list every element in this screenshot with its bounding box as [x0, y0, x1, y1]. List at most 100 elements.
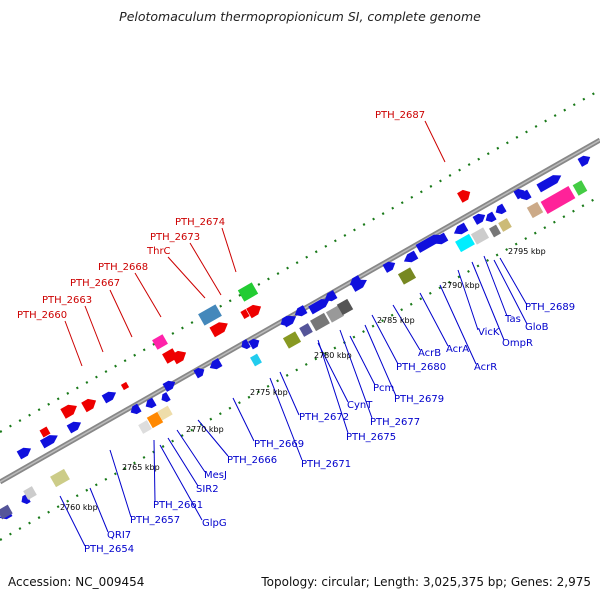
feature-lower-3[interactable]: [143, 397, 157, 411]
feature-box-gray3[interactable]: [325, 305, 345, 323]
feature-pink-box[interactable]: [152, 334, 168, 350]
feature-red-box-2[interactable]: [120, 381, 130, 391]
feature-upper-5[interactable]: [193, 366, 206, 379]
feature-lower-10[interactable]: [348, 275, 363, 289]
label-pth-2677[interactable]: PTH_2677: [370, 417, 420, 428]
label-pth-2674[interactable]: PTH_2674: [175, 217, 225, 228]
label-vick[interactable]: VicK: [478, 327, 500, 338]
label-qri7[interactable]: QRI7: [107, 530, 131, 541]
feature-box-orange[interactable]: [146, 411, 164, 429]
label-acrr[interactable]: AcrR: [474, 362, 497, 373]
label-pth-2672[interactable]: PTH_2672: [299, 412, 349, 423]
feature-upper-14[interactable]: [536, 172, 563, 193]
feature-upper-1[interactable]: [39, 432, 60, 449]
scale-tick-2770: 2770 kbp: [186, 425, 224, 434]
feature-lower-1[interactable]: [19, 494, 31, 506]
feature-red-box-1[interactable]: [39, 426, 51, 438]
feature-box-olive2[interactable]: [397, 267, 417, 285]
label-pth-2671[interactable]: PTH_2671: [301, 459, 351, 470]
feature-red-1[interactable]: [81, 396, 99, 413]
feature-lower-7[interactable]: [278, 315, 292, 329]
feature-box-cream[interactable]: [157, 405, 173, 421]
feature-box-gray4[interactable]: [336, 298, 354, 316]
feature-lower-6[interactable]: [239, 339, 251, 351]
label-pth-2667[interactable]: PTH_2667: [70, 278, 120, 289]
feature-lower-9[interactable]: [323, 290, 338, 304]
feature-red-0[interactable]: [60, 401, 79, 419]
label-acra[interactable]: AcrA: [446, 344, 469, 355]
label-pth-2654[interactable]: PTH_2654: [84, 544, 134, 555]
label-cynt[interactable]: CynT: [347, 400, 373, 411]
label-pth-2660[interactable]: PTH_2660: [17, 310, 67, 321]
feature-upper-6[interactable]: [248, 337, 261, 350]
feature-lower-4[interactable]: [159, 392, 171, 404]
scale-ticks: 2760 kbp 2765 kbp 2770 kbp 2775 kbp 2780…: [60, 247, 546, 512]
feature-lower-11[interactable]: [402, 250, 419, 266]
label-thrc[interactable]: ThrC: [146, 246, 171, 257]
label-mesj[interactable]: MesJ: [204, 470, 227, 481]
feature-red-5[interactable]: [457, 187, 473, 203]
feature-box-cyan2[interactable]: [455, 233, 475, 253]
label-tas[interactable]: Tas: [504, 314, 521, 325]
label-pth-2673[interactable]: PTH_2673: [150, 232, 200, 243]
label-pth-2663[interactable]: PTH_2663: [42, 295, 92, 306]
label-pth-2657[interactable]: PTH_2657: [130, 515, 180, 526]
label-glpg[interactable]: GlpG: [202, 518, 227, 529]
feature-lower-15[interactable]: [493, 203, 507, 217]
feature-lower-16[interactable]: [518, 189, 532, 203]
label-glob[interactable]: GloB: [525, 322, 549, 333]
feature-box-magenta[interactable]: [540, 185, 576, 215]
feature-lower-14[interactable]: [483, 211, 497, 225]
feature-lower-13[interactable]: [452, 222, 469, 238]
label-ompr[interactable]: OmpR: [502, 338, 533, 349]
label-pth-2669[interactable]: PTH_2669: [254, 439, 304, 450]
map-title: Pelotomaculum thermopropionicum SI, comp…: [119, 9, 481, 24]
label-pth-2668[interactable]: PTH_2668: [98, 262, 148, 273]
feature-box-gray5[interactable]: [489, 224, 501, 238]
feature-box-olive[interactable]: [282, 331, 302, 349]
feature-upper-4[interactable]: [162, 378, 178, 392]
feature-upper-3[interactable]: [101, 389, 119, 404]
feature-steelblue-box[interactable]: [198, 304, 222, 326]
feature-green-box[interactable]: [237, 282, 259, 302]
label-pth-2689[interactable]: PTH_2689: [525, 302, 575, 313]
feature-box-khaki[interactable]: [50, 468, 70, 488]
feature-box-green[interactable]: [572, 180, 588, 196]
feature-box-tan[interactable]: [498, 218, 512, 232]
feature-box-purple[interactable]: [299, 323, 313, 337]
label-pcm[interactable]: Pcm: [373, 383, 394, 394]
feature-red-3[interactable]: [209, 319, 230, 338]
label-pth-2679[interactable]: PTH_2679: [394, 394, 444, 405]
feature-track: [0, 153, 593, 520]
label-pth-2661[interactable]: PTH_2661: [153, 500, 203, 511]
label-pth-2666[interactable]: PTH_2666: [227, 455, 277, 466]
feature-red-box-4[interactable]: [240, 309, 250, 319]
label-pth-2675[interactable]: PTH_2675: [346, 432, 396, 443]
feature-box-navy[interactable]: [0, 504, 13, 520]
feature-lower-2[interactable]: [128, 403, 142, 417]
feature-lower-5[interactable]: [208, 358, 223, 372]
feature-upper-0[interactable]: [16, 445, 34, 460]
feature-box-gray2[interactable]: [310, 312, 330, 332]
feature-box-lightgray[interactable]: [138, 420, 152, 434]
label-acrb[interactable]: AcrB: [418, 348, 441, 359]
label-pth-2687[interactable]: PTH_2687: [375, 110, 425, 121]
feature-lower-8[interactable]: [293, 305, 308, 319]
feature-upper-11[interactable]: [415, 231, 445, 253]
feature-box-gray[interactable]: [23, 486, 37, 500]
feature-upper-2[interactable]: [66, 419, 84, 434]
label-sir2[interactable]: SIR2: [196, 484, 219, 495]
feature-box-tan2[interactable]: [526, 201, 544, 219]
feature-lower-12[interactable]: [432, 232, 449, 248]
feature-upper-12[interactable]: [472, 211, 488, 225]
feature-upper-8[interactable]: [308, 296, 332, 315]
feature-box-cyan[interactable]: [250, 353, 262, 367]
label-pth-2680[interactable]: PTH_2680: [396, 362, 446, 373]
feature-upper-10[interactable]: [382, 259, 398, 273]
feature-upper-15[interactable]: [577, 153, 593, 167]
feature-red-box-3[interactable]: [162, 348, 178, 364]
feature-red-4[interactable]: [246, 302, 264, 319]
bottom-labels: PTH_2689 GloB Tas OmpR VicK AcrR AcrA Ac…: [84, 302, 575, 555]
feature-box-lightgray2[interactable]: [470, 227, 490, 245]
